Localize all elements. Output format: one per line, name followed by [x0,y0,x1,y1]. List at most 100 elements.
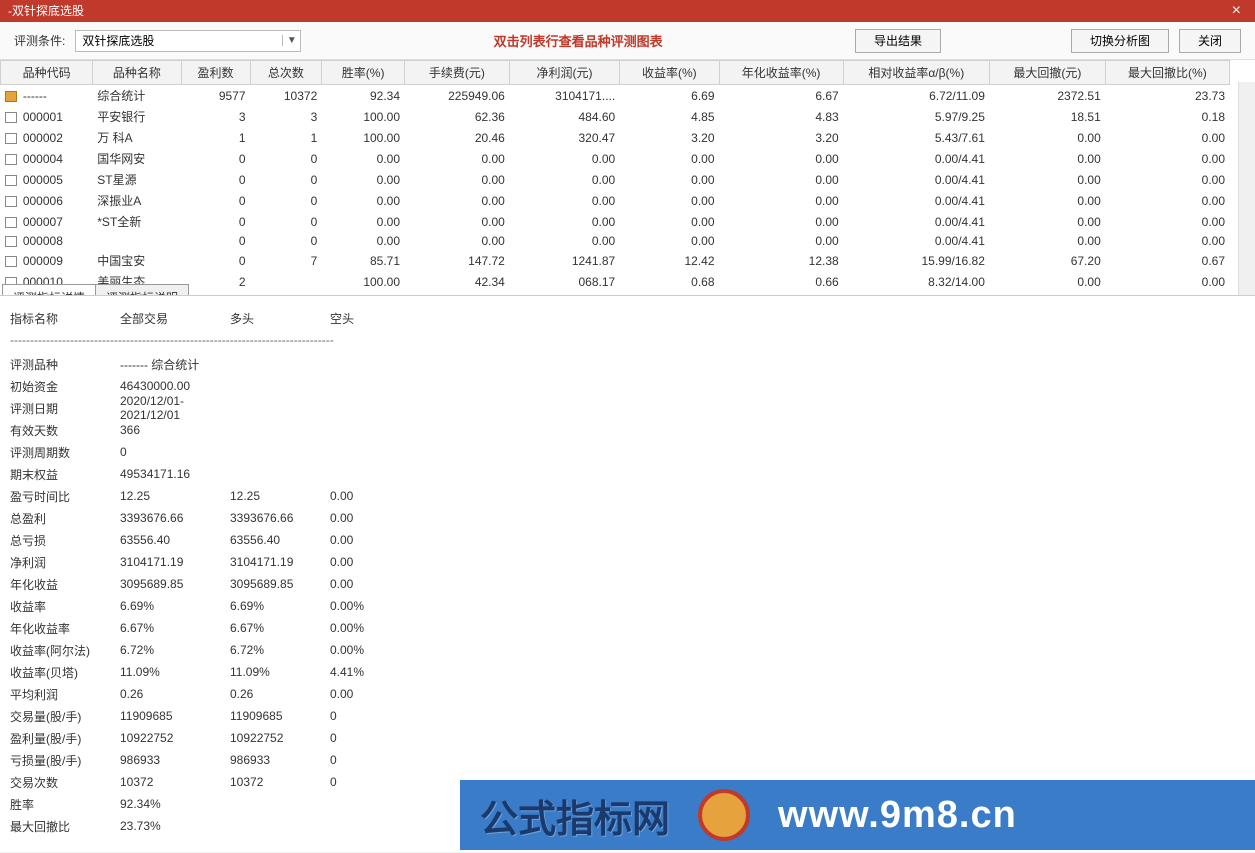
condition-combo[interactable]: ▼ [75,30,301,52]
col-header[interactable]: 净利润(元) [509,61,619,85]
cell-code: 000001 [1,106,93,127]
col-header[interactable]: 年化收益率(%) [719,61,843,85]
detail-cell: 11.09% [120,665,230,679]
tab-desc[interactable]: 评测指标说明 [95,284,189,296]
detail-h3: 空头 [330,310,420,327]
cell-value: 100.00 [322,127,405,148]
table-row[interactable]: 000008000.000.000.000.000.000.00/4.410.0… [1,232,1230,250]
detail-cell: 交易次数 [10,774,120,791]
detail-cell: 0.00% [330,643,420,657]
detail-cell: 986933 [120,753,230,767]
cell-value: 9577 [181,85,250,107]
cell-value: 6.69 [620,85,719,107]
cell-value: 0 [181,190,250,211]
detail-cell: 0.00% [330,599,420,613]
table-row[interactable]: 000007*ST全新000.000.000.000.000.000.00/4.… [1,211,1230,232]
cell-value: 0 [250,211,322,232]
detail-row: 评测品种------- 综合统计 [10,353,1245,375]
cell-value: 0.00/4.41 [843,232,989,250]
cell-value: 0.00 [989,232,1105,250]
cell-value: 0.00/4.41 [843,190,989,211]
item-icon [5,133,17,144]
cell-value: 0.00 [405,232,510,250]
detail-row: 总盈利3393676.663393676.660.00 [10,507,1245,529]
close-button[interactable]: 关闭 [1179,29,1241,53]
cell-value: 62.36 [405,106,510,127]
detail-cell: 0.00 [330,511,420,525]
detail-row: 盈亏时间比 12.2512.250.00 [10,485,1245,507]
table-row[interactable]: 000001平安银行33100.0062.36484.604.854.835.9… [1,106,1230,127]
table-row[interactable]: ------综合统计95771037292.34225949.063104171… [1,85,1230,107]
cell-value: 0 [181,232,250,250]
cell-value: 5.43/7.61 [843,127,989,148]
detail-cell: 3095689.85 [230,577,330,591]
cell-value: 0.00 [509,211,619,232]
cell-value: 0 [181,250,250,271]
col-header[interactable]: 品种代码 [1,61,93,85]
cell-value: 12.42 [620,250,719,271]
col-header[interactable]: 手续费(元) [405,61,510,85]
condition-input[interactable] [76,31,282,51]
detail-row: 收益率(贝塔) 11.09%11.09%4.41% [10,661,1245,683]
col-header[interactable]: 最大回撤比(%) [1105,61,1229,85]
detail-cell: 收益率 [10,598,120,615]
table-row[interactable]: 000004国华网安000.000.000.000.000.000.00/4.4… [1,148,1230,169]
switch-chart-button[interactable]: 切换分析图 [1071,29,1169,53]
detail-cell: 11.09% [230,665,330,679]
cell-value [250,271,322,292]
detail-row: 总亏损63556.4063556.400.00 [10,529,1245,551]
cell-code: 000004 [1,148,93,169]
tab-detail[interactable]: 评测指标详情 [2,284,96,296]
cell-code: 000008 [1,232,93,250]
cell-value: 0 [181,169,250,190]
cell-name: 综合统计 [93,85,181,107]
col-header[interactable]: 盈利数 [181,61,250,85]
col-header[interactable]: 总次数 [250,61,322,85]
cell-value: 0.00 [719,190,843,211]
cell-value: 0.00 [620,169,719,190]
coin-icon [698,789,750,841]
item-icon [5,236,17,247]
detail-cell: 平均利润 [10,686,120,703]
detail-cell: 11909685 [120,709,230,723]
col-header[interactable]: 相对收益率α/β(%) [843,61,989,85]
watermark-text2: www.9m8.cn [778,794,1017,837]
detail-cell: ------- 综合统计 [120,356,230,373]
detail-cell: 0 [330,753,420,767]
cell-value: 0.00 [719,232,843,250]
detail-cell: 0.00 [330,577,420,591]
cell-name: *ST全新 [93,211,181,232]
detail-h2: 多头 [230,310,330,327]
cell-value: 0.00 [405,148,510,169]
cell-value: 3 [181,106,250,127]
col-header[interactable]: 品种名称 [93,61,181,85]
cell-code: 000007 [1,211,93,232]
col-header[interactable]: 收益率(%) [620,61,719,85]
cell-value: 0.00 [719,148,843,169]
export-button[interactable]: 导出结果 [855,29,941,53]
cell-code: 000006 [1,190,93,211]
detail-cell: 评测周期数 [10,444,120,461]
cell-value: 0.00 [989,190,1105,211]
detail-row: 年化收益率 6.67%6.67%0.00% [10,617,1245,639]
cell-value: 6.67 [719,85,843,107]
detail-cell: 0 [330,709,420,723]
col-header[interactable]: 最大回撤(元) [989,61,1105,85]
cell-value: 0.00 [322,169,405,190]
table-row[interactable]: 000005ST星源000.000.000.000.000.000.00/4.4… [1,169,1230,190]
detail-panel: 指标名称 全部交易 多头 空头 ------------------------… [0,296,1255,852]
table-row[interactable]: 000002万 科A11100.0020.46320.473.203.205.4… [1,127,1230,148]
detail-cell: 6.67% [230,621,330,635]
close-icon[interactable]: × [1226,0,1247,22]
cell-value: 0.00 [405,211,510,232]
cell-value: 3104171.... [509,85,619,107]
table-row[interactable]: 000006深振业A000.000.000.000.000.000.00/4.4… [1,190,1230,211]
chevron-down-icon[interactable]: ▼ [282,35,300,46]
table-row[interactable]: 000009中国宝安0785.71147.721241.8712.4212.38… [1,250,1230,271]
detail-cell: 3393676.66 [230,511,330,525]
vertical-scrollbar[interactable] [1238,82,1255,295]
col-header[interactable]: 胜率(%) [322,61,405,85]
table-header-row: 品种代码品种名称盈利数总次数胜率(%)手续费(元)净利润(元)收益率(%)年化收… [1,61,1230,85]
cell-name: ST星源 [93,169,181,190]
cell-name [93,232,181,250]
